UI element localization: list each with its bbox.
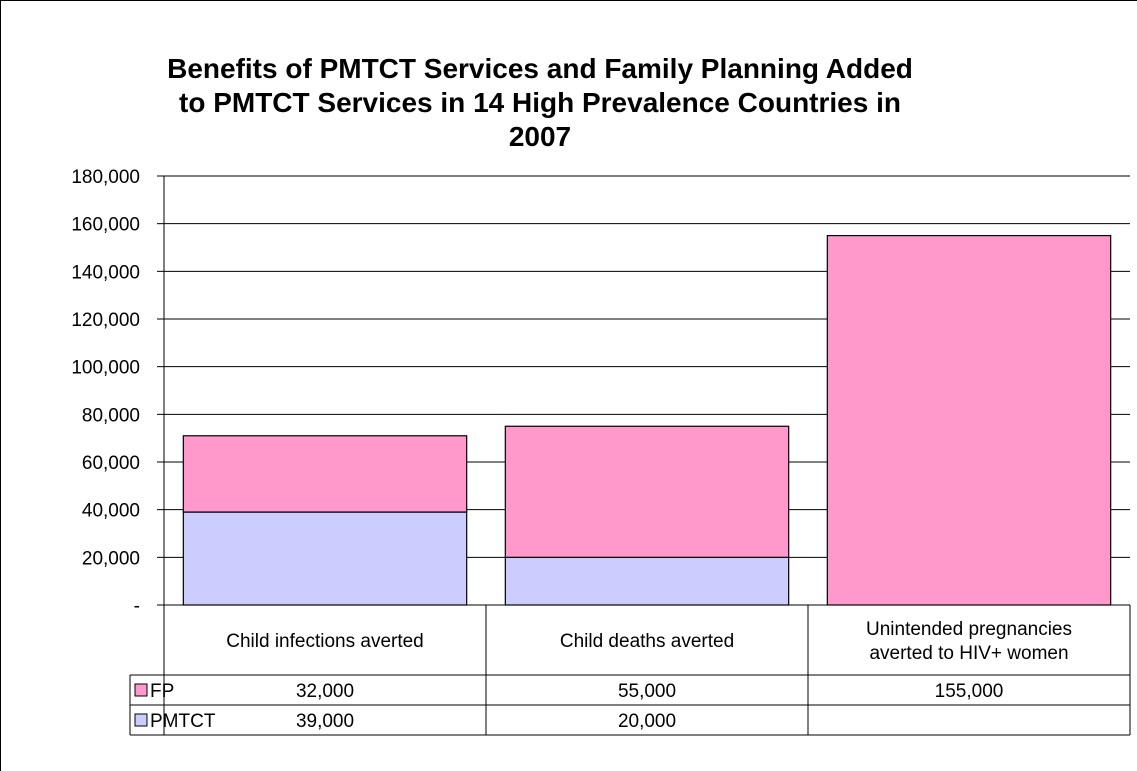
x-category-label: Child infections averted <box>226 631 424 652</box>
chart-title-line: Benefits of PMTCT Services and Family Pl… <box>167 53 913 84</box>
legend-label: FP <box>150 681 174 702</box>
x-category-label: Unintended pregnancies <box>866 619 1072 640</box>
y-tick-label: 80,000 <box>82 405 140 426</box>
y-tick-label: 180,000 <box>71 167 140 188</box>
data-table-value: 32,000 <box>296 681 354 702</box>
legend-key-fp <box>134 683 148 697</box>
legend-key-pmtct <box>134 713 148 727</box>
y-tick-label: - <box>134 596 140 617</box>
x-category-label: averted to HIV+ women <box>869 643 1068 664</box>
bar-fp <box>826 234 1112 606</box>
chart-title: Benefits of PMTCT Services and Family Pl… <box>100 52 980 154</box>
x-category-label: Child deaths averted <box>560 631 734 652</box>
y-tick-label: 160,000 <box>71 215 140 236</box>
y-tick-label: 40,000 <box>82 501 140 522</box>
y-tick-label: 100,000 <box>71 358 140 379</box>
legend-label: PMTCT <box>150 711 216 732</box>
bar-fp <box>504 425 790 558</box>
data-table-value: 155,000 <box>935 681 1004 702</box>
chart-title-line: to PMTCT Services in 14 High Prevalence … <box>179 87 901 118</box>
y-tick-label: 20,000 <box>82 548 140 569</box>
chart-title-line: 2007 <box>508 121 572 152</box>
y-tick-label: 140,000 <box>71 262 140 283</box>
y-tick-label: 120,000 <box>71 310 140 331</box>
data-table-value: 55,000 <box>618 681 676 702</box>
data-table-value: 39,000 <box>296 711 354 732</box>
bar-pmtct <box>182 511 468 606</box>
data-table-value: 20,000 <box>618 711 676 732</box>
bar-fp <box>182 435 468 513</box>
y-tick-label: 60,000 <box>82 453 140 474</box>
bar-pmtct <box>504 556 790 606</box>
